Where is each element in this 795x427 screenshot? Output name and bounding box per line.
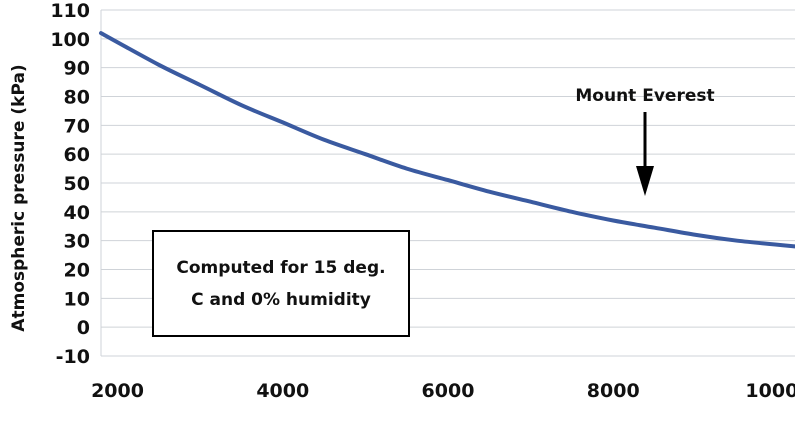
x-tick-2000: 2000 [91,380,144,402]
series-layer [99,31,795,249]
y-tick--10: -10 [56,346,90,368]
y-tick-110: 110 [50,0,90,22]
mount-everest-annotation: Mount Everest [575,86,715,196]
note-box-border [152,230,410,337]
y-tick-50: 50 [64,173,90,195]
y-tick-10: 10 [64,288,90,310]
y-axis-label: Atmospheric pressure (kPa) [9,64,29,331]
y-tick-labels: -10 0 10 20 30 40 50 60 70 80 90 100 110 [50,0,90,368]
computation-note-box: Computed for 15 deg. C and 0% humidity [152,230,410,337]
x-tick-4000: 4000 [256,380,309,402]
y-tick-30: 30 [64,231,90,253]
y-tick-80: 80 [64,87,90,109]
note-line-1: Computed for 15 deg. [176,258,385,278]
y-tick-90: 90 [64,58,90,80]
series-line-0 [99,31,795,249]
y-tick-60: 60 [64,144,90,166]
note-line-2: C and 0% humidity [191,290,371,310]
x-tick-10000: 10000 [745,380,795,402]
y-tick-20: 20 [64,260,90,282]
y-tick-70: 70 [64,115,90,137]
x-tick-8000: 8000 [587,380,640,402]
y-tick-0: 0 [77,317,90,339]
mount-everest-label: Mount Everest [575,86,714,106]
y-tick-40: 40 [64,202,90,224]
mount-everest-arrow-head [636,166,654,196]
y-tick-100: 100 [50,29,90,51]
grid-lines [100,9,795,357]
x-tick-6000: 6000 [422,380,475,402]
x-tick-labels: 2000 4000 6000 8000 10000 [91,380,795,402]
